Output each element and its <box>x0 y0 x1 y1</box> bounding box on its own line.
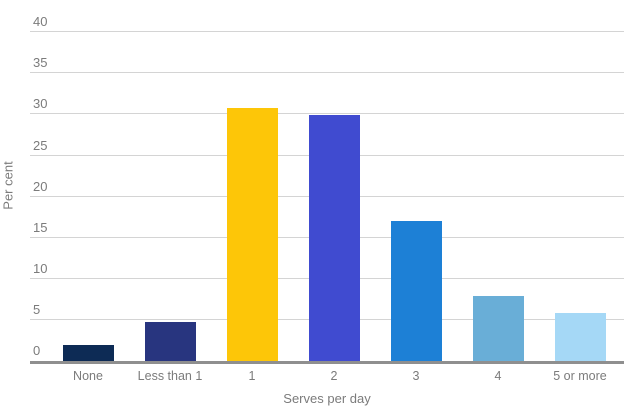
x-category-label: Less than 1 <box>137 369 203 383</box>
y-tick-label: 10 <box>33 260 48 276</box>
y-tick-label: 25 <box>33 137 48 153</box>
bar-5-or-more <box>554 313 606 361</box>
y-tick-label: 40 <box>33 14 48 30</box>
bar-none <box>62 345 114 361</box>
x-category-label: 1 <box>248 369 256 383</box>
x-category-label: 4 <box>494 369 502 383</box>
bar-2 <box>308 115 360 361</box>
x-axis-line <box>30 361 624 364</box>
y-tick-label: 5 <box>33 301 41 317</box>
x-axis-title: Serves per day <box>283 391 371 406</box>
x-category-label: 5 or more <box>553 369 607 383</box>
bar-1 <box>226 107 278 361</box>
y-tick-label: 20 <box>33 178 48 194</box>
y-axis-title: Per cent <box>0 161 16 210</box>
bar-less-than-1 <box>144 322 196 361</box>
y-gridline <box>30 113 624 115</box>
y-tick-label: 15 <box>33 219 48 235</box>
bar-3 <box>390 221 442 361</box>
y-tick-label: 35 <box>33 55 48 71</box>
bar-4 <box>472 296 524 361</box>
y-tick-label: 30 <box>33 96 48 112</box>
y-tick-label: 0 <box>33 343 41 358</box>
y-gridline <box>30 72 624 74</box>
x-category-label: 2 <box>330 369 338 383</box>
x-category-label: None <box>73 369 103 383</box>
y-gridline <box>30 31 624 33</box>
x-category-label: 3 <box>412 369 420 383</box>
